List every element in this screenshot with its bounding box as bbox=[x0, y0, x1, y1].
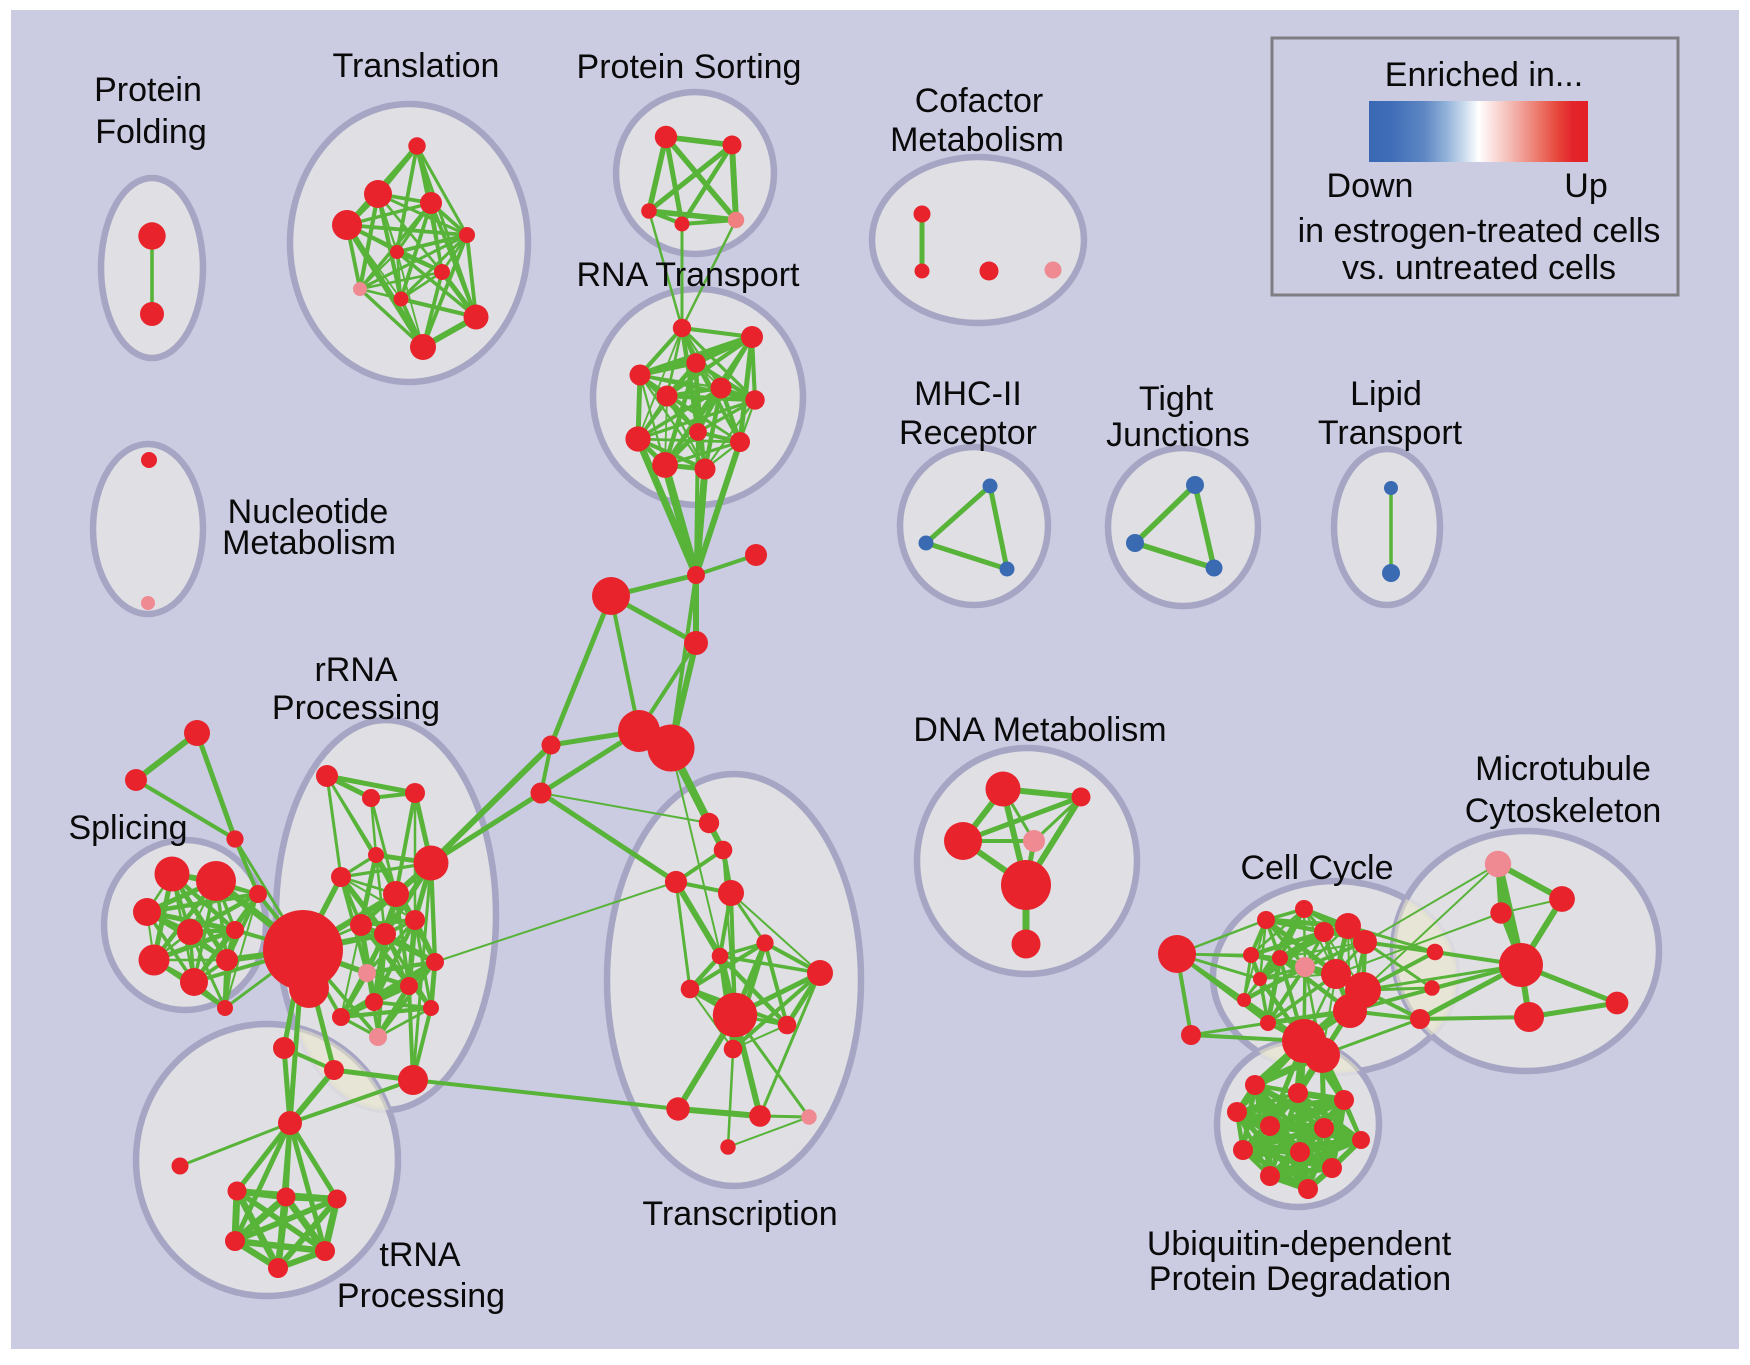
svg-text:DNA Metabolism: DNA Metabolism bbox=[913, 711, 1166, 749]
svg-text:Metabolism: Metabolism bbox=[222, 524, 396, 562]
svg-text:Lipid: Lipid bbox=[1350, 375, 1422, 413]
svg-text:Junctions: Junctions bbox=[1106, 416, 1250, 454]
svg-text:Processing: Processing bbox=[337, 1277, 505, 1315]
svg-text:Cofactor: Cofactor bbox=[915, 82, 1044, 120]
svg-text:Nucleotide: Nucleotide bbox=[228, 493, 389, 531]
svg-text:Tight: Tight bbox=[1139, 380, 1214, 418]
svg-text:Enriched in...: Enriched in... bbox=[1385, 56, 1583, 94]
svg-text:Cell Cycle: Cell Cycle bbox=[1240, 849, 1393, 887]
svg-text:in estrogen-treated cells: in estrogen-treated cells bbox=[1298, 212, 1661, 250]
svg-text:RNA Transport: RNA Transport bbox=[577, 256, 801, 294]
svg-text:Processing: Processing bbox=[272, 689, 440, 727]
svg-text:vs. untreated cells: vs. untreated cells bbox=[1342, 249, 1616, 287]
svg-text:Protein Sorting: Protein Sorting bbox=[577, 48, 802, 86]
svg-text:Up: Up bbox=[1564, 167, 1607, 205]
svg-text:Metabolism: Metabolism bbox=[890, 121, 1064, 159]
svg-text:Translation: Translation bbox=[333, 47, 500, 85]
svg-text:Transcription: Transcription bbox=[642, 1195, 837, 1233]
svg-text:Microtubule: Microtubule bbox=[1475, 750, 1651, 788]
svg-text:Receptor: Receptor bbox=[899, 414, 1037, 452]
svg-text:MHC-II: MHC-II bbox=[914, 375, 1022, 413]
svg-text:Transport: Transport bbox=[1318, 414, 1463, 452]
svg-text:Down: Down bbox=[1327, 167, 1414, 205]
svg-text:rRNA: rRNA bbox=[314, 651, 397, 689]
svg-text:Protein Degradation: Protein Degradation bbox=[1149, 1260, 1451, 1298]
svg-text:tRNA: tRNA bbox=[379, 1236, 461, 1274]
svg-text:Cytoskeleton: Cytoskeleton bbox=[1465, 792, 1662, 830]
svg-text:Ubiquitin-dependent: Ubiquitin-dependent bbox=[1147, 1225, 1452, 1263]
svg-text:Protein: Protein bbox=[94, 71, 202, 109]
svg-text:Folding: Folding bbox=[95, 113, 207, 151]
svg-text:Splicing: Splicing bbox=[68, 809, 187, 847]
